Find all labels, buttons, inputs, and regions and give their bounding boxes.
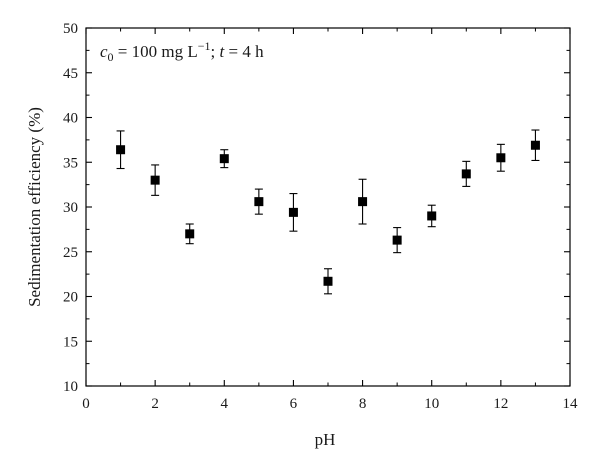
x-tick-label: 10 [424,396,439,412]
y-tick-label: 40 [63,111,78,127]
x-tick-label: 8 [359,396,367,412]
data-point [116,130,126,170]
y-tick-label: 35 [63,155,78,171]
separator: ; [211,42,220,61]
square-marker [254,197,264,207]
data-point [185,223,195,245]
data-point [219,149,229,169]
c-subscript: 0 [108,50,114,64]
y-axis-title: Sedimentation efficiency (%) [25,107,44,307]
x-tick-label: 2 [151,396,159,412]
y-tick-label: 20 [63,290,78,306]
x-axis-title: pH [315,430,336,449]
data-point [496,143,506,172]
unit-exponent: −1 [198,39,211,53]
square-marker [150,175,160,185]
data-point [530,129,540,162]
y-tick-label: 30 [63,200,78,216]
y-tick-label: 15 [63,334,78,350]
x-tick-label: 14 [563,396,579,412]
x-axis: 0 2 4 6 8 10 12 14 [82,28,578,412]
y-tick-label: 25 [63,245,78,261]
c-symbol: c [100,42,108,61]
data-point [392,227,402,254]
square-marker [392,235,402,245]
square-marker [427,211,437,221]
square-marker [496,153,506,163]
square-marker [116,145,126,155]
t-value: = 4 h [224,42,264,61]
square-marker [288,207,298,217]
data-point [288,193,298,232]
square-marker [358,197,368,207]
y-tick-label: 10 [63,379,78,395]
square-marker [185,229,195,239]
square-marker [219,154,229,164]
x-tick-label: 0 [82,396,90,412]
data-point [150,164,160,196]
condition-annotation: c0 = 100 mg L−1; t = 4 h [100,39,264,64]
y-tick-label: 50 [63,21,78,37]
y-tick-label: 45 [63,66,78,82]
square-marker [461,169,471,179]
x-tick-label: 12 [493,396,508,412]
data-series [116,129,540,295]
square-marker [323,276,333,286]
t-symbol: t [220,42,226,61]
x-tick-label: 4 [221,396,229,412]
data-point [323,268,333,295]
data-point [461,160,471,187]
data-point [427,204,437,228]
data-point [254,188,264,215]
square-marker [530,140,540,150]
plot-frame [85,27,571,387]
plot-border [85,27,571,387]
y-axis: 10 15 20 25 30 35 40 45 50 [63,21,570,395]
data-point [358,178,368,225]
c-value: = 100 mg L [114,42,198,61]
x-tick-label: 6 [290,396,298,412]
